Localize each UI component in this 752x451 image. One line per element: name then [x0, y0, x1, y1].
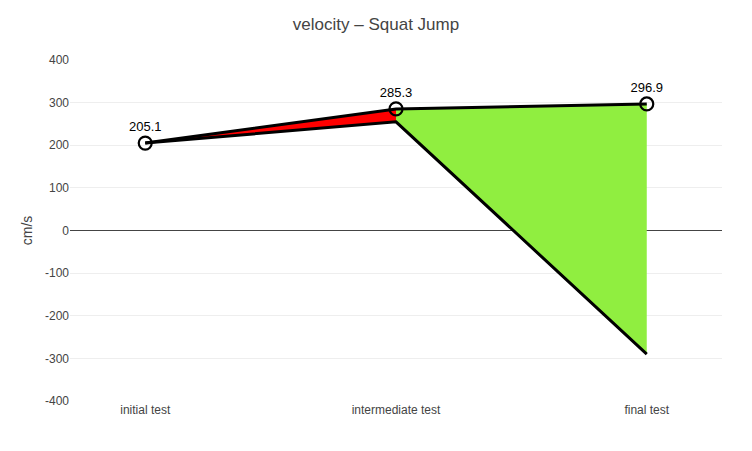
svg-text:300: 300: [49, 96, 69, 110]
svg-text:296.9: 296.9: [630, 80, 663, 95]
svg-text:205.1: 205.1: [129, 119, 162, 134]
svg-text:285.3: 285.3: [380, 85, 413, 100]
svg-text:100: 100: [49, 181, 69, 195]
svg-text:cm/s: cm/s: [19, 216, 35, 246]
svg-text:final test: final test: [624, 403, 669, 417]
svg-text:velocity – Squat Jump: velocity – Squat Jump: [293, 15, 459, 34]
svg-text:-100: -100: [45, 266, 69, 280]
svg-text:-400: -400: [45, 394, 69, 408]
svg-text:-300: -300: [45, 352, 69, 366]
svg-text:initial test: initial test: [120, 403, 171, 417]
svg-text:-200: -200: [45, 309, 69, 323]
svg-text:200: 200: [49, 138, 69, 152]
svg-text:400: 400: [49, 53, 69, 67]
svg-text:0: 0: [62, 224, 69, 238]
svg-text:intermediate test: intermediate test: [352, 403, 441, 417]
